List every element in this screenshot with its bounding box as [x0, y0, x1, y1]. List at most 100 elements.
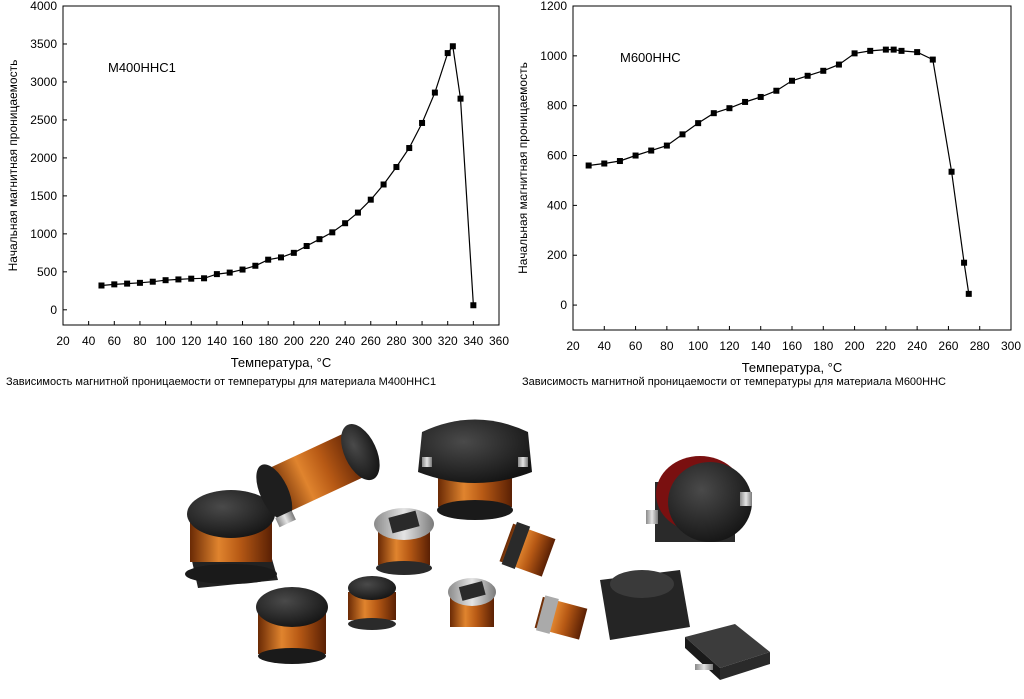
data-point: [948, 168, 955, 175]
data-point: [585, 162, 592, 169]
x-tick-label: 120: [719, 339, 739, 353]
data-point: [303, 243, 310, 250]
data-point: [773, 87, 780, 94]
data-point: [175, 276, 182, 283]
data-point: [820, 67, 827, 74]
x-tick-label: 260: [938, 339, 958, 353]
data-point: [111, 281, 118, 288]
material-annotation: M600HHC: [620, 50, 681, 65]
chart-1: 20 40 60 80 100 120 140 160 180 200 220 240 260 280 30…: [6, 0, 509, 370]
x-tick-label: 140: [207, 334, 227, 348]
charts-area: 20 40 60 80 100 120 140 160 180 200 220 240 260 280 30…: [6, 0, 1021, 375]
y-tick-label: 0: [560, 298, 567, 312]
x-tick-label: 220: [876, 339, 896, 353]
data-point: [354, 209, 361, 216]
y-tick-label: 600: [547, 149, 567, 163]
data-point: [265, 256, 272, 263]
data-point: [201, 275, 208, 282]
x-tick-label: 200: [284, 334, 304, 348]
x-axis-label: Температура, °C: [231, 355, 332, 370]
data-point: [188, 275, 195, 282]
y-tick-label: 0: [50, 303, 57, 317]
x-tick-label: 60: [629, 339, 643, 353]
data-point: [601, 160, 608, 167]
x-tick-label: 160: [782, 339, 802, 353]
caption-right: Зависимость магнитной проницаемости от т…: [522, 376, 946, 388]
x-tick-label: 320: [438, 334, 458, 348]
data-point: [444, 50, 451, 57]
x-tick-label: 100: [156, 334, 176, 348]
data-point: [616, 158, 623, 165]
y-tick-label: 1500: [30, 189, 57, 203]
data-point: [162, 277, 169, 284]
data-point: [648, 147, 655, 154]
data-point: [419, 119, 426, 126]
data-point: [804, 72, 811, 79]
data-point: [316, 236, 323, 243]
data-point: [965, 290, 972, 297]
data-point: [226, 269, 233, 276]
x-tick-label: 60: [108, 334, 122, 348]
x-tick-label: 140: [751, 339, 771, 353]
data-point: [789, 77, 795, 84]
inductor-bottom-left: [256, 587, 328, 664]
data-point: [835, 61, 842, 68]
data-point: [914, 49, 921, 56]
y-tick-label: 500: [37, 265, 57, 279]
y-tick-label: 800: [547, 99, 567, 113]
x-tick-label: 20: [566, 339, 580, 353]
data-point: [867, 47, 874, 54]
data-point: [449, 43, 456, 50]
inductor-small-metal: [374, 508, 434, 575]
chart-2: 20 40 60 80 100 120 140 160 180 200 220 240 260 280 30…: [516, 0, 1021, 375]
inductor-large-right: [646, 456, 752, 542]
data-point: [124, 280, 131, 287]
data-point: [431, 89, 438, 96]
data-point: [757, 93, 764, 100]
data-point: [742, 98, 749, 105]
data-point: [367, 196, 374, 203]
x-tick-label: 340: [463, 334, 483, 348]
data-point: [136, 279, 143, 286]
inductor-mid-right: [499, 521, 556, 577]
series-line: [588, 48, 970, 294]
data-point: [726, 105, 733, 112]
inductors-photo: [185, 419, 770, 680]
y-axis-label: Начальная магнитная проницаемость: [6, 60, 20, 272]
data-point: [457, 95, 464, 102]
x-tick-label: 80: [133, 334, 147, 348]
data-point: [851, 50, 858, 57]
x-tick-label: 260: [361, 334, 381, 348]
data-point: [710, 110, 717, 117]
data-point: [393, 164, 400, 171]
series-line: [101, 44, 474, 306]
plot-frame: [62, 5, 500, 326]
data-point: [695, 120, 702, 127]
y-axis-label: Начальная магнитная проницаемость: [516, 62, 530, 274]
y-tick-label: 2500: [30, 113, 57, 127]
data-point: [663, 142, 670, 149]
data-point: [278, 254, 284, 261]
data-point: [290, 249, 297, 256]
y-tick-label: 4000: [30, 0, 57, 13]
x-tick-label: 80: [660, 339, 674, 353]
data-point: [149, 278, 156, 285]
material-annotation: M400HHC1: [108, 60, 176, 75]
caption-left: Зависимость магнитной проницаемости от т…: [6, 376, 437, 388]
data-point: [329, 229, 336, 236]
x-axis-label: Температура, °C: [742, 360, 843, 375]
data-point: [406, 145, 413, 152]
data-point: [882, 46, 889, 53]
x-tick-label: 180: [258, 334, 278, 348]
data-point: [470, 302, 477, 309]
data-point: [890, 46, 897, 53]
x-tick-label: 280: [386, 334, 406, 348]
data-point: [898, 47, 905, 54]
data-point: [380, 181, 387, 188]
y-tick-label: 3500: [30, 37, 57, 51]
data-point: [342, 220, 349, 227]
inductor-small-metal-2: [448, 578, 496, 627]
y-tick-label: 3000: [30, 75, 57, 89]
y-tick-label: 1000: [540, 49, 567, 63]
x-tick-label: 40: [598, 339, 612, 353]
